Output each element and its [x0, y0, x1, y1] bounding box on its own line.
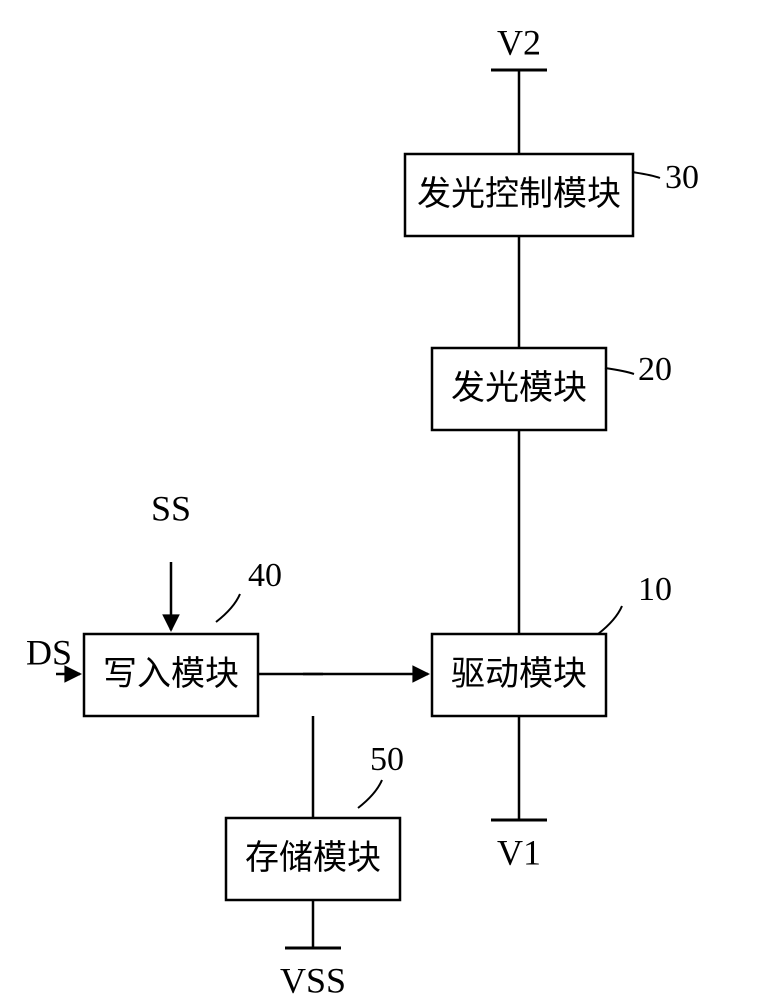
terminal-V2: V2 — [497, 22, 541, 62]
terminal-V1: V1 — [497, 832, 541, 872]
ref-emit: 20 — [638, 351, 672, 388]
block-label-write: 写入模块 — [103, 655, 239, 693]
signal-DS: DS — [26, 632, 72, 672]
ref-store: 50 — [370, 741, 404, 778]
block-label-drive: 驱动模块 — [451, 655, 587, 693]
signal-SS: SS — [151, 488, 191, 528]
block-label-emit_ctrl: 发光控制模块 — [417, 175, 621, 213]
block-label-emit: 发光模块 — [451, 369, 587, 407]
block-label-store: 存储模块 — [245, 839, 381, 877]
terminal-VSS: VSS — [280, 960, 346, 1000]
block-diagram: 发光控制模块发光模块驱动模块 写入模块存储模块 V2 V1 VSS SS DS 30 20 10… — [0, 0, 761, 1000]
ref-drive: 10 — [638, 571, 672, 608]
ref-emit_ctrl: 30 — [665, 159, 699, 196]
ref-write: 40 — [248, 557, 282, 594]
